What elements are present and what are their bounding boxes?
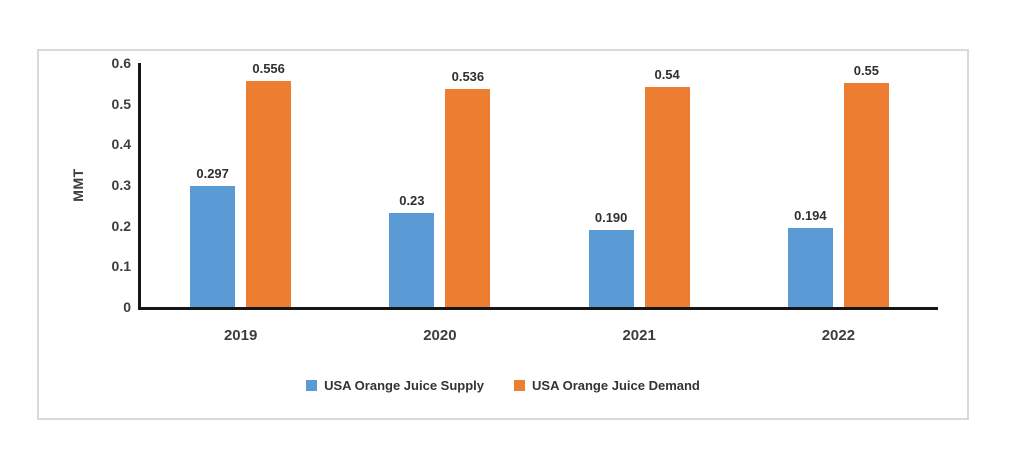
- bar-supply-2019: 0.297: [190, 166, 236, 307]
- y-tick-label: 0.1: [111, 258, 131, 275]
- bar-demand-2022: 0.55: [843, 63, 889, 307]
- y-tick-label: 0.4: [111, 136, 131, 153]
- x-category-label-2020: 2020: [423, 327, 457, 344]
- bar-demand-2020: 0.536: [445, 69, 491, 307]
- bar-group-2019: 0.297 0.556: [190, 61, 292, 307]
- x-category-label-2022: 2022: [821, 327, 856, 344]
- bar-value-label: 0.556: [252, 60, 285, 76]
- bar-group-2020: 0.23 0.536: [389, 63, 491, 307]
- bar-demand-2021: 0.54: [644, 67, 690, 307]
- chart-panel: MMT 0.297 0.556 0.23 0.536 0.190 0.54 0.194 0.5…: [37, 49, 969, 420]
- bar-value-label: 0.55: [853, 63, 880, 79]
- bar-group-2021: 0.190 0.54: [588, 63, 690, 307]
- legend-item-supply: USA Orange Juice Supply: [306, 378, 484, 393]
- bar-value-label: 0.536: [451, 69, 485, 85]
- bar-supply-2021: 0.190: [588, 210, 634, 307]
- y-tick-label: 0.2: [111, 217, 131, 234]
- legend-swatch-icon: [306, 380, 318, 391]
- y-tick-label: 0.5: [111, 95, 131, 112]
- y-tick-label: 0.6: [111, 55, 131, 71]
- bar-demand-2019: 0.556: [246, 61, 292, 307]
- legend-label: USA Orange Juice Demand: [532, 378, 700, 393]
- x-category-label-2021: 2021: [622, 327, 656, 344]
- bar-supply-2022: 0.194: [787, 208, 833, 307]
- y-tick-label: 0.3: [111, 177, 131, 193]
- bar-group-2022: 0.194 0.55: [787, 63, 889, 307]
- x-category-label-2019: 2019: [223, 327, 258, 344]
- y-tick-label: 0: [123, 299, 131, 315]
- legend-label: USA Orange Juice Supply: [324, 378, 485, 393]
- plot-area: 0.297 0.556 0.23 0.536 0.190 0.54 0.194 0.55: [138, 61, 938, 310]
- legend: USA Orange Juice Supply USA Orange Juice …: [39, 378, 967, 393]
- bar-value-label: 0.190: [594, 209, 628, 225]
- bar-value-label: 0.54: [654, 67, 680, 83]
- bar-supply-2020: 0.23: [389, 193, 435, 307]
- legend-item-demand: USA Orange Juice Demand: [514, 378, 700, 393]
- bar-value-label: 0.23: [399, 193, 425, 209]
- bar-value-label: 0.194: [794, 208, 827, 224]
- legend-swatch-icon: [514, 380, 526, 391]
- bar-value-label: 0.297: [196, 166, 229, 182]
